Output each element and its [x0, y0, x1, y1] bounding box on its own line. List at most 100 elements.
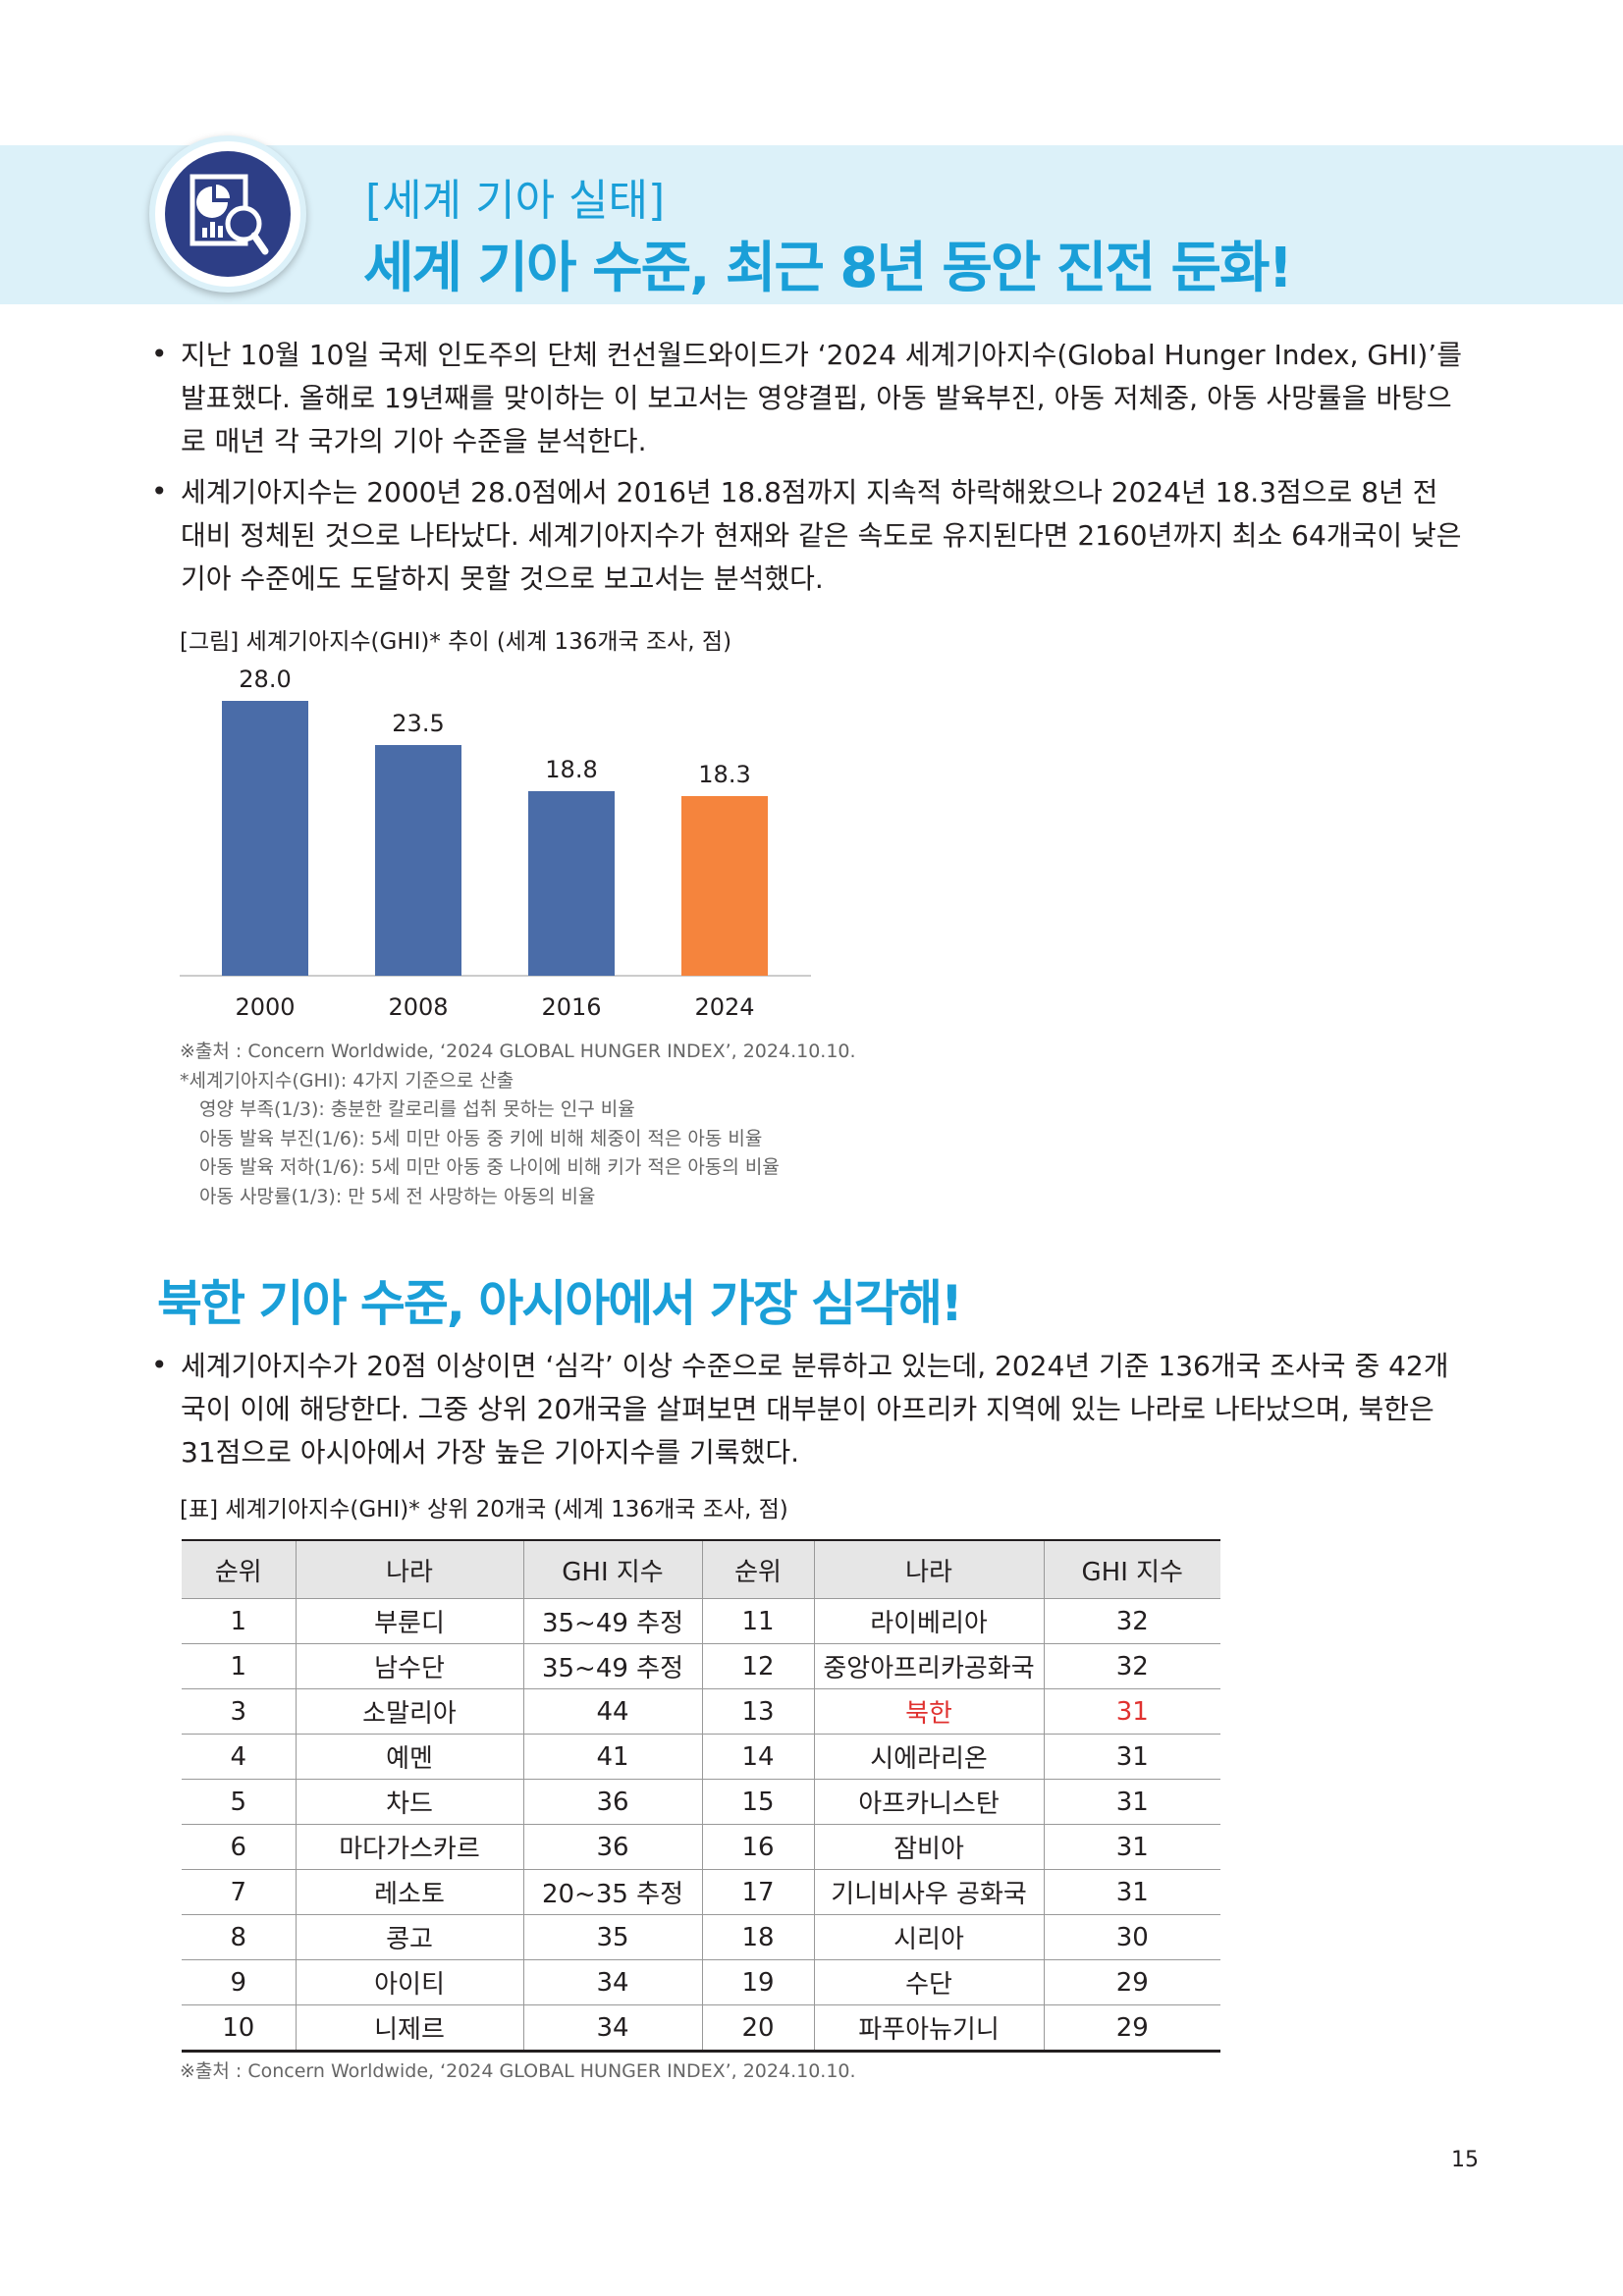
paragraph-3: 세계기아지수가 20점 이상이면 ‘심각’ 이상 수준으로 분류하고 있는데, … — [181, 1350, 1449, 1468]
cell-ghi: 35~49 추정 — [522, 1643, 702, 1689]
cell-country: 아프카니스탄 — [813, 1779, 1044, 1825]
data-label: 18.8 — [545, 756, 597, 783]
table-row: 3 소말리아 44 13 북한 31 — [182, 1688, 1220, 1735]
cell-ghi: 41 — [522, 1734, 702, 1780]
cell-rank: 7 — [182, 1869, 296, 1915]
figure-notes: ※출처 : Concern Worldwide, ‘2024 GLOBAL HU… — [180, 1038, 856, 1211]
section-title: 북한 기아 수준, 아시아에서 가장 심각해! — [157, 1275, 963, 1332]
table-row: 10 니제르 34 20 파푸아뉴기니 29 — [182, 2004, 1220, 2053]
cell-ghi: 31 — [1043, 1824, 1220, 1870]
cell-ghi: 44 — [522, 1688, 702, 1735]
cell-ghi: 34 — [522, 2004, 702, 2053]
header-rank: 순위 — [701, 1539, 814, 1599]
header-emblem — [149, 135, 306, 293]
cell-rank: 17 — [701, 1869, 814, 1915]
cell-ghi: 29 — [1043, 2004, 1220, 2053]
cell-country: 기니비사우 공화국 — [813, 1869, 1044, 1915]
cell-country: 예멘 — [295, 1734, 523, 1780]
report-magnifier-icon — [189, 174, 269, 255]
table-row: 1 부룬디 35~49 추정 11 라이베리아 32 — [182, 1598, 1220, 1644]
x-tick-label: 2016 — [541, 993, 601, 1021]
cell-country: 수단 — [813, 1959, 1044, 2005]
cell-ghi: 31 — [1043, 1779, 1220, 1825]
cell-rank: 15 — [701, 1779, 814, 1825]
table-header-row: 순위 나라 GHI 지수 순위 나라 GHI 지수 — [182, 1539, 1220, 1599]
figure-source: ※출처 : Concern Worldwide, ‘2024 GLOBAL HU… — [180, 1041, 856, 1062]
cell-ghi: 29 — [1043, 1959, 1220, 2005]
cell-ghi: 35~49 추정 — [522, 1598, 702, 1644]
table-row: 6 마다가스카르 36 16 잠비아 31 — [182, 1824, 1220, 1870]
ghi-top20-table: 순위 나라 GHI 지수 순위 나라 GHI 지수 1 부룬디 35~49 추정 11… — [182, 1539, 1220, 2053]
table-row: 4 예멘 41 14 시에라리온 31 — [182, 1734, 1220, 1780]
table-row: 9 아이티 34 19 수단 29 — [182, 1959, 1220, 2005]
cell-country: 마다가스카르 — [295, 1824, 523, 1870]
page-number: 15 — [1451, 2148, 1479, 2172]
figure-note-item: 아동 발육 부진(1/6): 5세 미만 아동 중 키에 비해 체중이 적은 아… — [199, 1127, 763, 1149]
cell-rank: 5 — [182, 1779, 296, 1825]
cell-rank: 1 — [182, 1598, 296, 1644]
cell-rank: 12 — [701, 1643, 814, 1689]
table-row: 8 콩고 35 18 시리아 30 — [182, 1914, 1220, 1960]
cell-rank: 14 — [701, 1734, 814, 1780]
table-row: 1 남수단 35~49 추정 12 중앙아프리카공화국 32 — [182, 1643, 1220, 1689]
cell-country: 소말리아 — [295, 1688, 523, 1735]
cell-ghi: 30 — [1043, 1914, 1220, 1960]
ghi-bar-chart: 28.0 2000 23.5 2008 18.8 2016 18.3 2024 — [180, 667, 811, 1021]
cell-country: 부룬디 — [295, 1598, 523, 1644]
cell-ghi: 36 — [522, 1779, 702, 1825]
cell-country: 중앙아프리카공화국 — [813, 1643, 1044, 1689]
cell-ghi: 32 — [1043, 1598, 1220, 1644]
bar-2000 — [222, 701, 308, 976]
table-row: 7 레소토 20~35 추정 17 기니비사우 공화국 31 — [182, 1869, 1220, 1915]
header-country: 나라 — [295, 1539, 523, 1599]
figure-note-item: 영양 부족(1/3): 충분한 칼로리를 섭취 못하는 인구 비율 — [199, 1098, 635, 1120]
cell-ghi: 32 — [1043, 1643, 1220, 1689]
cell-rank: 11 — [701, 1598, 814, 1644]
bullet-2: • — [151, 475, 168, 507]
cell-country: 시리아 — [813, 1914, 1044, 1960]
cell-country: 차드 — [295, 1779, 523, 1825]
cell-rank: 10 — [182, 2004, 296, 2053]
paragraph-1: 지난 10월 10일 국제 인도주의 단체 컨선월드와이드가 ‘2024 세계기… — [181, 339, 1462, 457]
header-ghi: GHI 지수 — [1043, 1539, 1220, 1599]
cell-ghi: 34 — [522, 1959, 702, 2005]
cell-rank: 18 — [701, 1914, 814, 1960]
table-row: 5 차드 36 15 아프카니스탄 31 — [182, 1779, 1220, 1825]
x-tick-label: 2024 — [694, 993, 754, 1021]
cell-rank: 16 — [701, 1824, 814, 1870]
cell-rank: 9 — [182, 1959, 296, 2005]
header-title: 세계 기아 수준, 최근 8년 동안 진전 둔화! — [363, 237, 1293, 300]
figure-note-item: 아동 발육 저하(1/6): 5세 미만 아동 중 나이에 비해 키가 적은 아… — [199, 1156, 780, 1178]
data-label: 23.5 — [392, 710, 444, 737]
cell-rank: 4 — [182, 1734, 296, 1780]
cell-country: 라이베리아 — [813, 1598, 1044, 1644]
figure-note-item: 아동 사망률(1/3): 만 5세 전 사망하는 아동의 비율 — [199, 1185, 596, 1207]
cell-rank: 6 — [182, 1824, 296, 1870]
header-rank: 순위 — [182, 1539, 296, 1599]
cell-ghi: 35 — [522, 1914, 702, 1960]
cell-rank: 8 — [182, 1914, 296, 1960]
cell-country: 시에라리온 — [813, 1734, 1044, 1780]
cell-rank: 13 — [701, 1688, 814, 1735]
cell-rank: 20 — [701, 2004, 814, 2053]
data-label: 28.0 — [239, 667, 291, 693]
cell-rank: 19 — [701, 1959, 814, 2005]
cell-ghi: 36 — [522, 1824, 702, 1870]
bar-2016 — [528, 791, 615, 976]
paragraph-2: 세계기아지수는 2000년 28.0점에서 2016년 18.8점까지 지속적 … — [181, 476, 1462, 595]
cell-country: 콩고 — [295, 1914, 523, 1960]
header-country: 나라 — [813, 1539, 1044, 1599]
figure-caption: [그림] 세계기아지수(GHI)* 추이 (세계 136개국 조사, 점) — [180, 629, 732, 655]
bullet-3: • — [151, 1349, 168, 1381]
cell-country: 레소토 — [295, 1869, 523, 1915]
cell-country: 잠비아 — [813, 1824, 1044, 1870]
cell-country: 북한 — [813, 1688, 1044, 1735]
header-ghi: GHI 지수 — [522, 1539, 702, 1599]
cell-ghi: 31 — [1043, 1688, 1220, 1735]
table-caption: [표] 세계기아지수(GHI)* 상위 20개국 (세계 136개국 조사, 점… — [180, 1497, 788, 1522]
bar-2024 — [681, 796, 768, 976]
cell-country: 파푸아뉴기니 — [813, 2004, 1044, 2053]
bullet-1: • — [151, 338, 168, 370]
cell-rank: 1 — [182, 1643, 296, 1689]
header-subtitle: [세계 기아 실태] — [365, 176, 666, 226]
